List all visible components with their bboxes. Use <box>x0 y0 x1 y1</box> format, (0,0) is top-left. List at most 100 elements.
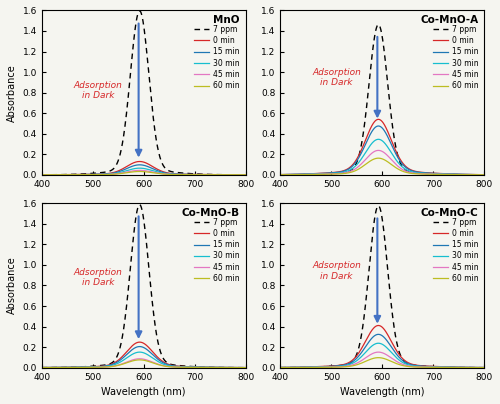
60 min <box>432 172 438 177</box>
15 min <box>38 365 44 370</box>
45 min <box>194 365 200 370</box>
60 min <box>482 173 488 177</box>
45 min <box>242 173 248 177</box>
Line: 45 min: 45 min <box>280 150 484 175</box>
Line: 15 min: 15 min <box>42 347 246 368</box>
30 min <box>194 172 200 177</box>
60 min <box>38 173 44 177</box>
60 min <box>376 355 382 360</box>
60 min <box>402 364 407 368</box>
60 min <box>158 171 164 176</box>
Line: 60 min: 60 min <box>42 171 246 175</box>
0 min <box>137 340 143 345</box>
Y-axis label: Absorbance: Absorbance <box>7 64 17 122</box>
45 min <box>242 365 248 370</box>
45 min <box>396 360 402 365</box>
45 min <box>432 365 438 370</box>
45 min <box>137 168 143 173</box>
0 min <box>290 172 296 177</box>
60 min <box>137 169 143 174</box>
30 min <box>214 365 220 370</box>
Text: Adsorption
in Dark: Adsorption in Dark <box>74 81 122 100</box>
60 min <box>290 365 296 370</box>
0 min <box>158 168 164 173</box>
45 min <box>38 173 44 177</box>
15 min <box>214 365 220 370</box>
0 min <box>278 365 283 370</box>
Text: Co-MnO-A: Co-MnO-A <box>420 15 478 25</box>
30 min <box>432 364 438 369</box>
60 min <box>51 365 57 370</box>
Line: 30 min: 30 min <box>280 343 484 368</box>
30 min <box>482 172 488 177</box>
0 min <box>408 361 414 366</box>
60 min <box>432 365 438 370</box>
Line: 30 min: 30 min <box>280 139 484 175</box>
60 min <box>169 172 175 177</box>
45 min <box>38 365 44 370</box>
60 min <box>38 365 44 370</box>
60 min <box>408 364 414 369</box>
30 min <box>38 365 44 370</box>
45 min <box>396 165 402 170</box>
X-axis label: Wavelength (nm): Wavelength (nm) <box>102 387 186 397</box>
0 min <box>38 173 44 177</box>
15 min <box>396 355 402 360</box>
X-axis label: Wavelength (nm): Wavelength (nm) <box>340 387 424 397</box>
0 min <box>376 117 382 122</box>
30 min <box>396 161 402 166</box>
60 min <box>214 173 220 177</box>
Line: 15 min: 15 min <box>280 335 484 368</box>
15 min <box>194 365 200 370</box>
15 min <box>376 332 382 337</box>
60 min <box>163 172 169 177</box>
Line: 30 min: 30 min <box>42 168 246 175</box>
30 min <box>408 169 414 174</box>
60 min <box>376 156 382 160</box>
60 min <box>214 365 220 370</box>
Line: 0 min: 0 min <box>42 342 246 368</box>
0 min <box>214 365 220 370</box>
Line: 0 min: 0 min <box>280 326 484 368</box>
30 min <box>278 172 283 177</box>
15 min <box>38 173 44 177</box>
15 min <box>169 171 175 176</box>
15 min <box>376 124 382 128</box>
30 min <box>402 361 407 366</box>
45 min <box>482 365 488 370</box>
Text: Adsorption
in Dark: Adsorption in Dark <box>312 68 361 87</box>
15 min <box>402 164 407 169</box>
45 min <box>290 172 296 177</box>
15 min <box>158 169 164 174</box>
15 min <box>51 172 57 177</box>
15 min <box>432 171 438 176</box>
15 min <box>408 168 414 173</box>
0 min <box>432 364 438 369</box>
0 min <box>454 172 460 177</box>
30 min <box>158 170 164 175</box>
Text: Adsorption
in Dark: Adsorption in Dark <box>312 261 361 281</box>
45 min <box>408 170 414 175</box>
60 min <box>137 358 143 362</box>
45 min <box>376 350 382 355</box>
30 min <box>169 364 175 368</box>
45 min <box>163 172 169 177</box>
Legend: 7 ppm, 0 min, 15 min, 30 min, 45 min, 60 min: 7 ppm, 0 min, 15 min, 30 min, 45 min, 60… <box>192 23 242 93</box>
30 min <box>454 172 460 177</box>
30 min <box>38 173 44 177</box>
Line: 30 min: 30 min <box>42 352 246 368</box>
15 min <box>51 365 57 370</box>
60 min <box>454 365 460 370</box>
60 min <box>290 172 296 177</box>
0 min <box>163 170 169 175</box>
0 min <box>396 352 402 357</box>
15 min <box>482 172 488 177</box>
0 min <box>214 172 220 177</box>
30 min <box>214 172 220 177</box>
45 min <box>278 172 283 177</box>
60 min <box>278 173 283 177</box>
0 min <box>242 365 248 370</box>
0 min <box>278 172 283 177</box>
0 min <box>454 365 460 370</box>
Legend: 7 ppm, 0 min, 15 min, 30 min, 45 min, 60 min: 7 ppm, 0 min, 15 min, 30 min, 45 min, 60… <box>430 215 480 285</box>
